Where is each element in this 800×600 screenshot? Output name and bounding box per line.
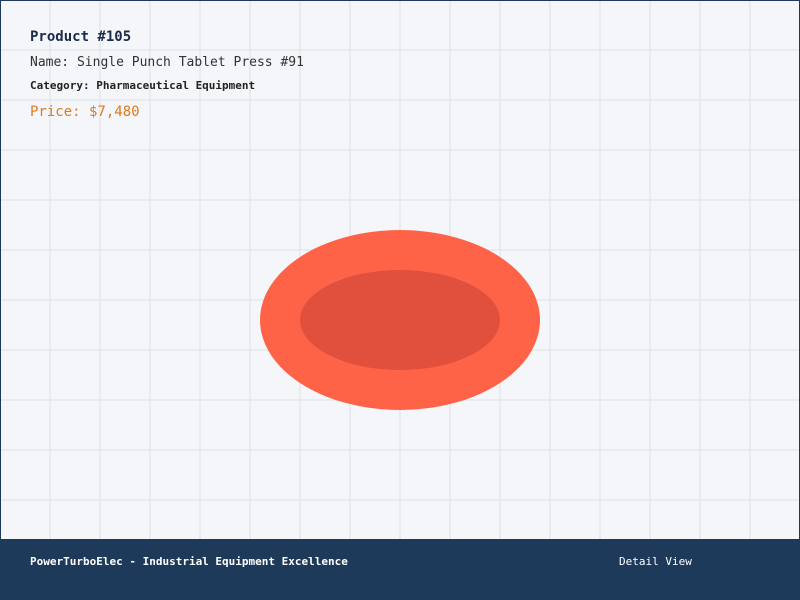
- product-shape-inner: [300, 270, 500, 370]
- background: [0, 0, 800, 540]
- footer: PowerTurboElec - Industrial Equipment Ex…: [0, 540, 800, 600]
- product-title: Product #105: [30, 29, 132, 45]
- brand: PowerTurboElec - Industrial Equipment Ex…: [30, 555, 348, 568]
- view-label[interactable]: Detail View: [619, 555, 692, 568]
- product-category: Category: Pharmaceutical Equipment: [30, 79, 256, 92]
- product-name: Name: Single Punch Tablet Press #91: [30, 55, 304, 70]
- product-price: Price: $7,480: [30, 104, 140, 120]
